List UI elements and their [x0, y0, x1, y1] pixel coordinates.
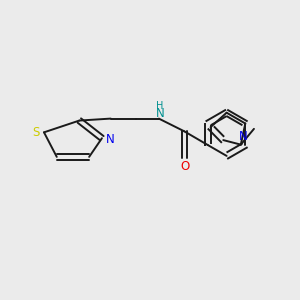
Text: N: N	[155, 107, 164, 120]
Text: N: N	[106, 133, 115, 146]
Text: O: O	[181, 160, 190, 173]
Text: H: H	[156, 101, 164, 111]
Text: S: S	[32, 126, 40, 139]
Text: N: N	[238, 130, 247, 143]
